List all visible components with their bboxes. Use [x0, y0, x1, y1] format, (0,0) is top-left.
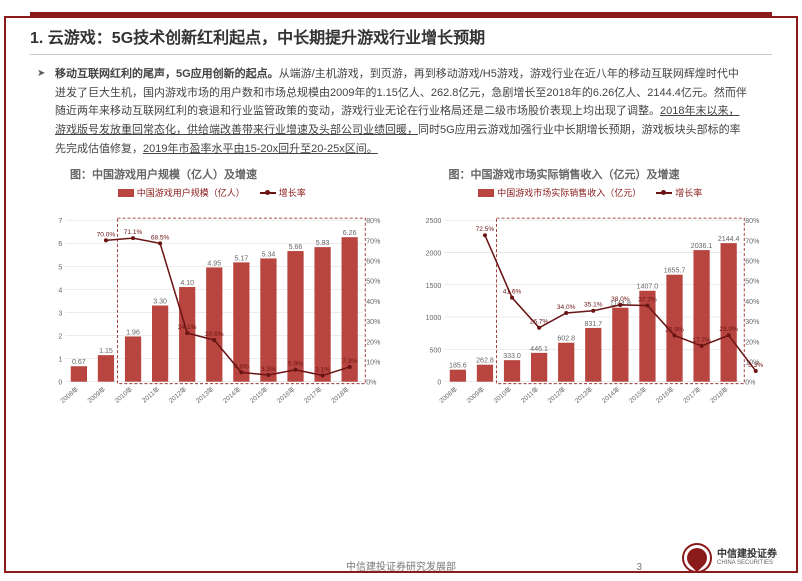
svg-text:2010年: 2010年: [112, 385, 134, 406]
svg-text:2009年: 2009年: [85, 385, 107, 406]
svg-text:2018年: 2018年: [329, 385, 351, 406]
svg-text:23.0%: 23.0%: [719, 327, 738, 334]
svg-text:72.5%: 72.5%: [475, 227, 494, 234]
svg-text:0%: 0%: [745, 380, 756, 387]
svg-text:50%: 50%: [745, 279, 760, 286]
svg-text:831.7: 831.7: [584, 321, 602, 328]
svg-text:2016年: 2016年: [275, 385, 297, 406]
svg-text:70.0%: 70.0%: [97, 232, 116, 239]
svg-text:4: 4: [58, 288, 62, 295]
svg-text:2000: 2000: [425, 251, 441, 258]
svg-text:20%: 20%: [745, 340, 760, 347]
svg-text:6: 6: [58, 242, 62, 249]
svg-text:2012年: 2012年: [167, 385, 189, 406]
svg-text:30%: 30%: [366, 320, 381, 327]
svg-text:80%: 80%: [745, 219, 760, 226]
svg-text:38.0%: 38.0%: [611, 296, 630, 303]
svg-text:4.10: 4.10: [180, 280, 194, 287]
chart-users-svg: 012345670%10%20%30%40%50%60%70%80%0.6720…: [30, 201, 394, 421]
svg-text:2011年: 2011年: [518, 385, 540, 405]
svg-text:20.6%: 20.6%: [205, 331, 224, 338]
svg-text:70%: 70%: [366, 239, 381, 246]
svg-text:2011年: 2011年: [140, 385, 162, 405]
svg-text:60%: 60%: [745, 259, 760, 266]
svg-text:37.7%: 37.7%: [638, 297, 657, 304]
svg-text:2015年: 2015年: [248, 385, 270, 406]
svg-text:2013年: 2013年: [572, 385, 594, 406]
svg-text:1.96: 1.96: [126, 330, 140, 337]
svg-text:185.6: 185.6: [449, 363, 467, 370]
svg-text:3: 3: [58, 311, 62, 318]
svg-text:2144.4: 2144.4: [717, 237, 739, 244]
chart-revenue-svg: 050010001500200025000%10%20%30%40%50%60%…: [409, 201, 773, 421]
svg-text:5: 5: [58, 265, 62, 272]
svg-text:602.8: 602.8: [557, 336, 575, 343]
svg-text:71.1%: 71.1%: [124, 229, 143, 236]
svg-text:40%: 40%: [366, 299, 381, 306]
svg-text:0%: 0%: [366, 380, 377, 387]
page-title: 1. 云游戏：5G技术创新红利起点，中长期提升游戏行业增长预期: [30, 30, 485, 47]
svg-text:5.83: 5.83: [316, 241, 330, 248]
svg-text:2010年: 2010年: [491, 385, 513, 406]
svg-text:7: 7: [58, 219, 62, 226]
svg-text:2008年: 2008年: [58, 385, 80, 406]
svg-text:50%: 50%: [366, 279, 381, 286]
svg-text:40%: 40%: [745, 299, 760, 306]
svg-text:2013年: 2013年: [194, 385, 216, 406]
svg-text:3.1%: 3.1%: [315, 367, 330, 374]
svg-text:5.17: 5.17: [234, 256, 248, 263]
svg-text:2012年: 2012年: [545, 385, 567, 406]
svg-text:2014年: 2014年: [599, 385, 621, 406]
svg-text:2: 2: [58, 334, 62, 341]
svg-text:41.6%: 41.6%: [502, 289, 521, 296]
svg-text:6.26: 6.26: [343, 231, 357, 238]
svg-text:1: 1: [58, 357, 62, 364]
svg-text:30%: 30%: [745, 320, 760, 327]
page-number: 3: [636, 562, 642, 573]
svg-text:2014年: 2014年: [221, 385, 243, 406]
svg-text:60%: 60%: [366, 259, 381, 266]
svg-text:0: 0: [437, 380, 441, 387]
svg-text:0: 0: [58, 380, 62, 387]
chart-revenue: 图：中国游戏市场实际销售收入（亿元）及增速 中国游戏市场实际销售收入（亿元） 增…: [409, 166, 773, 426]
svg-text:2016年: 2016年: [653, 385, 675, 406]
svg-text:2500: 2500: [425, 219, 441, 226]
svg-text:35.1%: 35.1%: [583, 302, 602, 309]
svg-text:2009年: 2009年: [464, 385, 486, 406]
svg-text:5.34: 5.34: [262, 252, 276, 259]
svg-text:10%: 10%: [366, 360, 381, 367]
svg-text:1655.7: 1655.7: [663, 268, 685, 275]
svg-text:70%: 70%: [745, 239, 760, 246]
svg-text:1.15: 1.15: [99, 349, 113, 356]
svg-text:24.1%: 24.1%: [178, 324, 197, 331]
svg-text:1000: 1000: [425, 316, 441, 323]
svg-text:0.67: 0.67: [72, 360, 86, 367]
svg-text:3.30: 3.30: [153, 299, 167, 306]
svg-text:2018年: 2018年: [707, 385, 729, 406]
svg-text:2015年: 2015年: [626, 385, 648, 406]
svg-text:333.0: 333.0: [503, 354, 521, 361]
svg-text:4.95: 4.95: [207, 261, 221, 268]
svg-text:500: 500: [429, 348, 441, 355]
svg-text:68.5%: 68.5%: [151, 235, 170, 242]
svg-text:80%: 80%: [366, 219, 381, 226]
svg-text:2036.1: 2036.1: [690, 244, 712, 251]
svg-text:34.0%: 34.0%: [556, 304, 575, 311]
svg-text:2017年: 2017年: [302, 385, 324, 406]
svg-text:446.1: 446.1: [530, 346, 548, 353]
svg-text:5.9%: 5.9%: [288, 361, 303, 368]
svg-text:2017年: 2017年: [680, 385, 702, 406]
svg-text:1407.0: 1407.0: [636, 284, 658, 291]
svg-text:262.8: 262.8: [476, 358, 494, 365]
svg-text:3.3%: 3.3%: [261, 366, 276, 373]
chart-users: 图：中国游戏用户规模（亿人）及增速 中国游戏用户规模（亿人） 增长率 01234…: [30, 166, 394, 426]
svg-text:7.3%: 7.3%: [342, 358, 357, 365]
svg-text:20%: 20%: [366, 340, 381, 347]
svg-text:1500: 1500: [425, 283, 441, 290]
svg-text:2008年: 2008年: [437, 385, 459, 406]
svg-text:5.66: 5.66: [289, 244, 303, 251]
main-paragraph: 移动互联网红利的尾声，5G应用创新的起点。从端游/主机游戏，到页游，再到移动游戏…: [55, 65, 747, 158]
